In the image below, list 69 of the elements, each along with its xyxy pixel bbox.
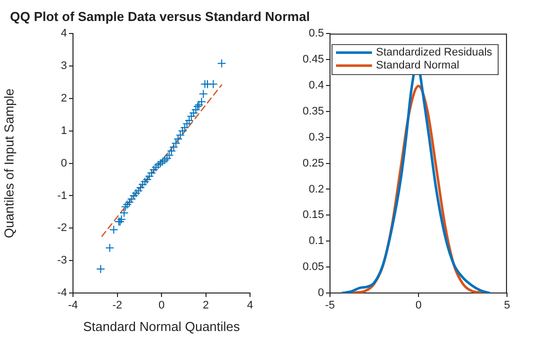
y-tick-label: 0.25 bbox=[302, 157, 324, 170]
y-axis-title: Quantiles of Input Sample bbox=[1, 88, 16, 238]
point bbox=[151, 162, 160, 172]
point bbox=[217, 58, 226, 68]
point bbox=[136, 183, 145, 192]
y-tick-label: 0.1 bbox=[308, 235, 324, 248]
x-tick-label: -2 bbox=[112, 300, 122, 312]
point bbox=[109, 225, 118, 234]
point bbox=[194, 100, 204, 110]
point bbox=[186, 112, 196, 121]
x-tick-label: 5 bbox=[504, 300, 510, 312]
point bbox=[138, 180, 148, 189]
x-axis-title: Standard Normal Quantiles bbox=[83, 318, 240, 334]
point bbox=[197, 97, 206, 106]
point bbox=[162, 154, 172, 163]
x-tick-label: 2 bbox=[202, 300, 209, 312]
point bbox=[189, 108, 198, 118]
point bbox=[120, 208, 129, 218]
x-tick-label: 0 bbox=[158, 300, 165, 312]
point bbox=[149, 165, 158, 174]
point bbox=[96, 264, 106, 274]
point bbox=[132, 188, 141, 198]
y-tick-label: 0.35 bbox=[302, 105, 324, 118]
y-tick-label: 0.15 bbox=[302, 209, 324, 222]
y-tick-label: 0 bbox=[60, 157, 67, 170]
y-tick-label: 0.5 bbox=[308, 28, 324, 40]
point bbox=[116, 214, 126, 224]
point bbox=[122, 200, 132, 209]
point bbox=[156, 158, 165, 168]
y-tick-label: -4 bbox=[57, 287, 67, 300]
point bbox=[182, 119, 192, 128]
y-tick-label: 0.3 bbox=[308, 131, 324, 144]
legend-label: Standardized Residuals bbox=[376, 46, 493, 59]
point bbox=[191, 105, 200, 114]
y-tick-label: 4 bbox=[60, 28, 67, 40]
point bbox=[198, 89, 208, 98]
y-tick-label: 3 bbox=[60, 60, 67, 72]
y-tick-label: 0.05 bbox=[302, 261, 324, 274]
y-tick-label: -3 bbox=[57, 254, 67, 267]
x-tick-label: 0 bbox=[415, 300, 422, 312]
y-tick-label: 0 bbox=[318, 287, 324, 300]
point bbox=[140, 177, 150, 186]
point bbox=[105, 243, 114, 252]
chart-title: QQ Plot of Sample Data versus Standard Normal bbox=[10, 9, 310, 24]
legend-label: Standard Normal bbox=[376, 60, 460, 72]
x-tick-label: -5 bbox=[325, 300, 335, 312]
y-tick-label: 1 bbox=[60, 124, 67, 137]
point bbox=[127, 194, 136, 204]
point bbox=[164, 150, 174, 160]
point bbox=[193, 102, 202, 112]
y-tick-label: 0.2 bbox=[308, 183, 324, 196]
y-tick-label: 2 bbox=[60, 92, 67, 104]
point bbox=[144, 172, 154, 181]
y-tick-label: -2 bbox=[57, 222, 67, 234]
point bbox=[203, 80, 212, 89]
point bbox=[184, 116, 194, 125]
point bbox=[178, 126, 188, 136]
x-tick-label: 4 bbox=[246, 300, 254, 312]
point bbox=[142, 175, 152, 184]
y-tick-label: 0.4 bbox=[308, 80, 324, 92]
y-tick-label: -1 bbox=[57, 190, 67, 202]
point bbox=[208, 80, 218, 89]
point bbox=[129, 191, 138, 200]
point bbox=[134, 186, 143, 196]
point bbox=[120, 202, 130, 212]
y-tick-label: 0.45 bbox=[302, 54, 324, 66]
point bbox=[147, 168, 156, 178]
point bbox=[180, 123, 190, 132]
point bbox=[171, 138, 180, 148]
